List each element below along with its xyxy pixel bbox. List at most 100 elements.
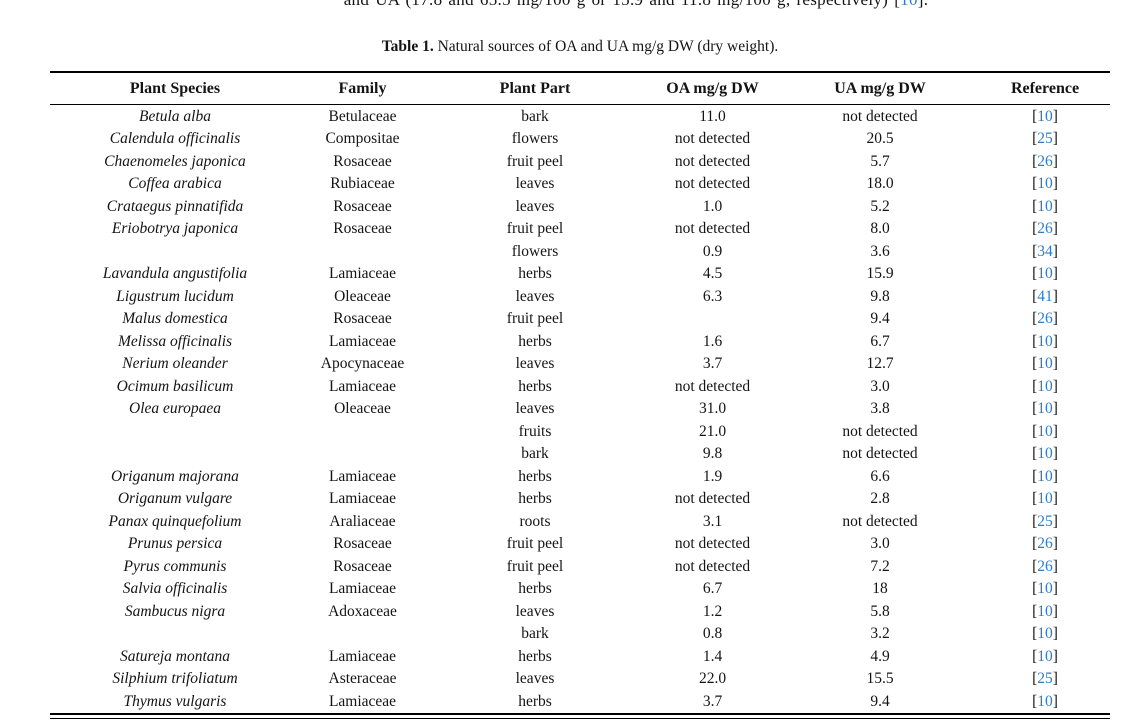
reference-link[interactable]: 10 bbox=[1037, 400, 1053, 417]
cell-plant-part: leaves bbox=[515, 287, 555, 305]
reference-link[interactable]: 34 bbox=[1037, 242, 1053, 260]
reference-bracket-open: [ bbox=[1032, 625, 1038, 642]
reference-bracket-close: ] bbox=[1052, 175, 1058, 192]
reference-link[interactable]: 41 bbox=[1037, 287, 1053, 305]
cell-family: Lamiaceae bbox=[328, 490, 397, 507]
reference-link[interactable]: 10 bbox=[1037, 422, 1053, 440]
reference-link[interactable]: 10 bbox=[1037, 332, 1053, 350]
cell-reference: [10] bbox=[980, 420, 1110, 443]
cell-plant-species: Lavandula angustifolia bbox=[102, 265, 248, 282]
cell-ua-value: 20.5 bbox=[866, 130, 894, 147]
column-header-reference: Reference bbox=[980, 72, 1110, 105]
reference-bracket-open: [ bbox=[1032, 580, 1038, 597]
reference-bracket-open: [ bbox=[1032, 490, 1038, 507]
cell-plant-species bbox=[50, 420, 300, 443]
reference-link[interactable]: 10 bbox=[1037, 580, 1053, 597]
cell-family: Rosaceae bbox=[333, 197, 392, 215]
cell-plant-species: Ocimum basilicum bbox=[116, 377, 234, 395]
cell-family bbox=[300, 623, 425, 646]
cell-oa-value: 0.8 bbox=[702, 625, 723, 642]
cell-plant-part: fruit peel bbox=[506, 535, 564, 552]
reference-bracket-open: [ bbox=[1032, 535, 1038, 552]
cell-reference: [10] bbox=[980, 443, 1110, 466]
cell-plant-species: Eriobotrya japonica bbox=[111, 220, 239, 237]
cell-ua-value: 3.8 bbox=[870, 400, 890, 417]
cell-plant-part: fruits bbox=[518, 422, 552, 440]
reference-link[interactable]: 10 bbox=[1037, 107, 1053, 125]
reference-bracket-close: ] bbox=[1052, 580, 1058, 597]
table-row: Chaenomeles japonica Rosaceae fruit peel… bbox=[50, 150, 1110, 173]
reference-link[interactable]: 10 bbox=[1037, 355, 1053, 372]
cell-plant-species: Chaenomeles japonica bbox=[104, 152, 246, 170]
reference-link[interactable]: 26 bbox=[1037, 535, 1053, 552]
reference-link[interactable]: 25 bbox=[1037, 670, 1053, 687]
cell-plant-species: Satureja montana bbox=[119, 647, 231, 665]
cell-family: Lamiaceae bbox=[328, 332, 397, 350]
column-header-oa: OA mg/g DW bbox=[645, 72, 780, 105]
cell-reference: [10] bbox=[980, 488, 1110, 511]
reference-bracket-close: ] bbox=[1052, 355, 1058, 372]
cell-reference: [10] bbox=[980, 623, 1110, 646]
cell-family: Asteraceae bbox=[328, 670, 397, 687]
reference-link[interactable]: 10 bbox=[1037, 647, 1053, 665]
reference-link[interactable]: 26 bbox=[1037, 152, 1053, 170]
body-text-line: and UA (17.8 and 65.5 mg/100 g or 15.9 a… bbox=[344, 0, 929, 10]
table-row: bark 0.8 3.2 [10] bbox=[50, 623, 1110, 646]
reference-link[interactable]: 25 bbox=[1037, 130, 1053, 147]
citation-link[interactable]: 10 bbox=[900, 0, 918, 9]
cell-reference: [10] bbox=[980, 645, 1110, 668]
cell-family: Compositae bbox=[325, 130, 400, 147]
reference-link[interactable]: 10 bbox=[1037, 445, 1053, 462]
table-row: Panax quinquefolium Araliaceae roots 3.1… bbox=[50, 510, 1110, 533]
reference-link[interactable]: 25 bbox=[1037, 512, 1053, 530]
reference-link[interactable]: 10 bbox=[1037, 602, 1053, 620]
cell-oa-value: 6.7 bbox=[702, 580, 723, 597]
reference-link[interactable]: 10 bbox=[1037, 197, 1053, 215]
cell-family: Apocynaceae bbox=[320, 355, 405, 372]
cell-plant-part: bark bbox=[521, 107, 549, 125]
reference-link[interactable]: 10 bbox=[1037, 490, 1053, 507]
cell-family bbox=[300, 420, 425, 443]
reference-bracket-open: [ bbox=[1032, 647, 1038, 665]
cell-ua-value: 5.7 bbox=[870, 152, 890, 170]
cell-reference: [10] bbox=[980, 465, 1110, 488]
cell-plant-part: leaves bbox=[515, 400, 555, 417]
table-row: Malus domestica Rosaceae fruit peel 9.4 … bbox=[50, 308, 1110, 331]
cell-oa-value: not detected bbox=[674, 130, 751, 147]
cell-plant-species: Silphium trifoliatum bbox=[112, 670, 238, 687]
cell-ua-value: 12.7 bbox=[866, 355, 894, 372]
table-row: Ligustrum lucidum Oleaceae leaves 6.3 9.… bbox=[50, 285, 1110, 308]
cell-family: Rubiaceae bbox=[330, 175, 395, 192]
cell-family: Oleaceae bbox=[334, 400, 391, 417]
table-row: Crataegus pinnatifida Rosaceae leaves 1.… bbox=[50, 195, 1110, 218]
column-header-plant-species: Plant Species bbox=[50, 72, 300, 105]
reference-bracket-open: [ bbox=[1032, 512, 1038, 530]
cell-plant-species bbox=[50, 623, 300, 646]
table-bottom-rule bbox=[50, 712, 1110, 719]
cell-plant-species: Crataegus pinnatifida bbox=[106, 197, 244, 215]
cell-plant-part: herbs bbox=[518, 377, 552, 395]
reference-bracket-open: [ bbox=[1032, 467, 1038, 485]
cell-plant-species: Calendula officinalis bbox=[109, 130, 241, 147]
reference-link[interactable]: 26 bbox=[1037, 310, 1053, 327]
cell-ua-value: 8.0 bbox=[870, 220, 890, 237]
table-row: Silphium trifoliatum Asteraceae leaves 2… bbox=[50, 668, 1110, 691]
reference-link[interactable]: 10 bbox=[1037, 692, 1053, 710]
reference-link[interactable]: 10 bbox=[1037, 377, 1053, 395]
cell-plant-species: Thymus vulgaris bbox=[123, 692, 227, 710]
reference-bracket-open: [ bbox=[1032, 400, 1038, 417]
cell-plant-species: Betula alba bbox=[139, 107, 211, 125]
table-row: Betula alba Betulaceae bark 11.0 not det… bbox=[50, 105, 1110, 128]
cell-reference: [10] bbox=[980, 375, 1110, 398]
reference-link[interactable]: 26 bbox=[1037, 557, 1053, 575]
reference-link[interactable]: 10 bbox=[1037, 265, 1053, 282]
table-row: Salvia officinalis Lamiaceae herbs 6.7 1… bbox=[50, 578, 1110, 601]
cell-plant-species bbox=[50, 240, 300, 263]
reference-bracket-open: [ bbox=[1032, 355, 1038, 372]
cell-reference: [26] bbox=[980, 308, 1110, 331]
reference-link[interactable]: 10 bbox=[1037, 175, 1053, 192]
reference-link[interactable]: 10 bbox=[1037, 467, 1053, 485]
reference-link[interactable]: 10 bbox=[1037, 625, 1053, 642]
reference-link[interactable]: 26 bbox=[1037, 220, 1053, 237]
cell-reference: [10] bbox=[980, 105, 1110, 128]
